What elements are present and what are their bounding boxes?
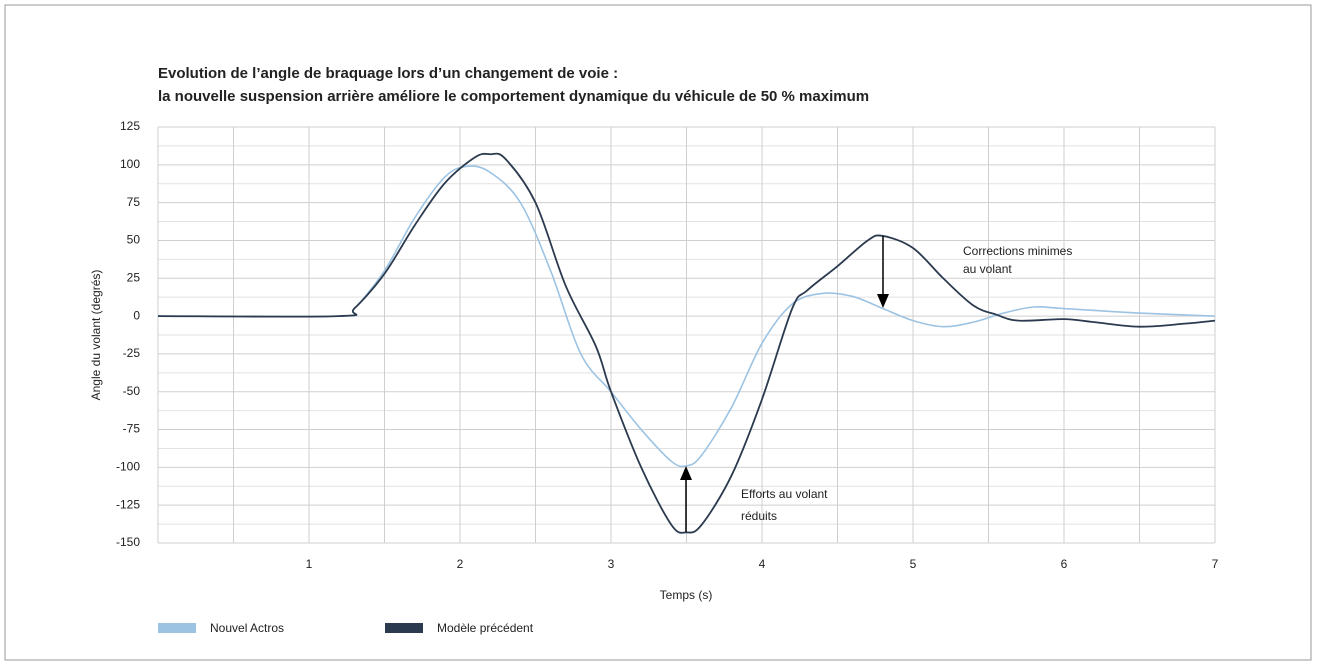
chart-subtitle: la nouvelle suspension arrière améliore …	[158, 88, 869, 105]
legend-label: Modèle précédent	[437, 621, 534, 635]
x-tick-label: 3	[608, 557, 615, 571]
y-axis-label: Angle du volant (degrés)	[89, 270, 103, 401]
y-tick-label: -50	[123, 384, 141, 398]
y-tick-label: -150	[116, 535, 140, 549]
y-tick-label: 50	[127, 233, 141, 247]
frame	[4, 4, 1312, 661]
legend-swatch	[158, 623, 196, 633]
arrow	[680, 236, 889, 532]
x-tick-label: 7	[1212, 557, 1219, 571]
annotation: au volant	[963, 262, 1012, 276]
y-tick-label: -75	[123, 422, 141, 436]
x-tick-label: 4	[759, 557, 766, 571]
x-tick-label: 6	[1061, 557, 1068, 571]
y-tick-label: -100	[116, 460, 140, 474]
y-tick-label: -25	[123, 346, 141, 360]
x-tick-label: 2	[457, 557, 464, 571]
lines	[157, 152, 1216, 534]
annotation: Corrections minimes	[963, 244, 1072, 258]
grid	[157, 126, 1216, 544]
y-tick-label: 75	[127, 195, 141, 209]
legend-swatch	[385, 623, 423, 633]
annotation: réduits	[741, 509, 777, 523]
y-tick-label: 0	[133, 308, 140, 322]
line	[157, 152, 1216, 534]
y-tick-label: 100	[120, 157, 140, 171]
line	[157, 165, 1216, 468]
chart-title: Evolution de l’angle de braquage lors d’…	[158, 65, 618, 82]
annotation: Efforts au volant	[741, 487, 828, 501]
x-axis-label: Temps (s)	[660, 588, 713, 602]
x-tick-label: 1	[306, 557, 313, 571]
legend-label: Nouvel Actros	[210, 621, 284, 635]
y-tick-label: 125	[120, 119, 140, 133]
x-tick-label: 5	[910, 557, 917, 571]
y-tick-label: 25	[127, 270, 141, 284]
y-tick-label: -125	[116, 497, 140, 511]
